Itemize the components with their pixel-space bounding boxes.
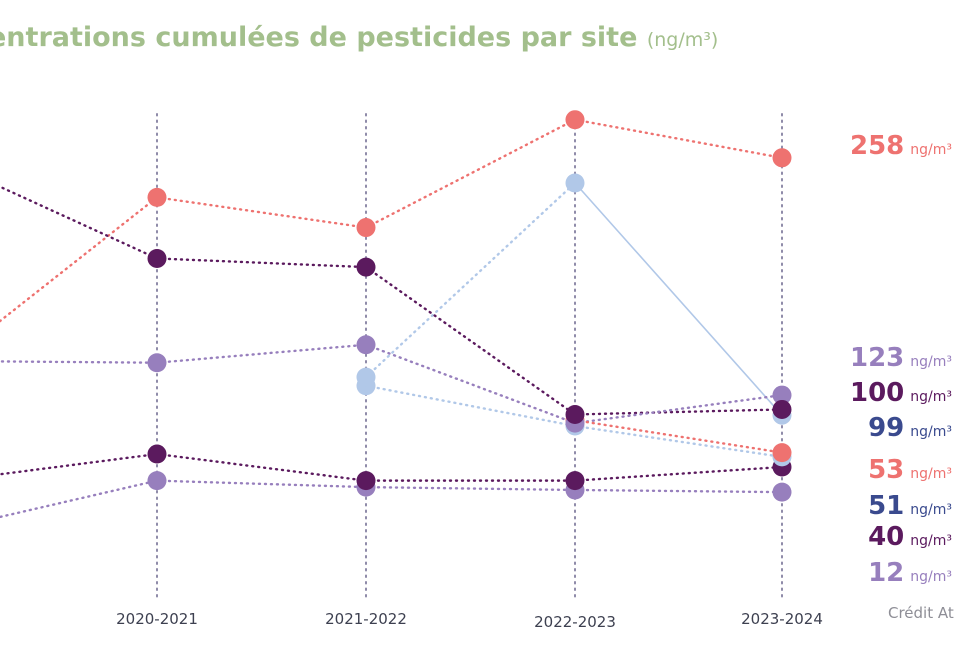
end-value-unit: ng/m³ xyxy=(910,424,952,440)
series-line xyxy=(364,265,577,416)
data-point xyxy=(356,471,376,491)
end-value-unit: ng/m³ xyxy=(910,466,952,482)
series-line xyxy=(364,118,577,229)
series-line xyxy=(364,181,577,379)
data-point xyxy=(772,385,792,405)
data-point xyxy=(772,482,792,502)
series-line xyxy=(573,424,784,459)
data-point xyxy=(565,173,585,193)
series-line xyxy=(0,185,159,260)
end-value-label: 51 ng/m³ xyxy=(868,493,952,519)
x-tick-label: 2021-2022 xyxy=(325,610,407,628)
series-line xyxy=(573,393,784,425)
data-point xyxy=(147,248,167,268)
x-tick-label: 2022-2023 xyxy=(534,613,616,631)
end-value-unit: ng/m³ xyxy=(910,142,952,158)
chart-title: entrations cumulées de pesticides par si… xyxy=(0,22,718,53)
end-value-label: 53 ng/m³ xyxy=(868,457,952,483)
series-line xyxy=(574,182,783,417)
data-point xyxy=(356,335,376,355)
series-line xyxy=(573,465,784,482)
x-tick-label: 2023-2024 xyxy=(741,610,823,628)
series-line xyxy=(0,196,159,323)
data-point xyxy=(772,443,792,463)
end-value-unit: ng/m³ xyxy=(910,354,952,370)
x-tick-label: 2020-2021 xyxy=(116,610,198,628)
end-value-unit: ng/m³ xyxy=(910,502,952,518)
end-value-label: 123 ng/m³ xyxy=(850,345,952,371)
data-point xyxy=(356,257,376,277)
end-value-number: 40 xyxy=(868,522,905,552)
series-line xyxy=(155,452,368,482)
end-value-label: 99 ng/m³ xyxy=(868,415,952,441)
data-point xyxy=(147,444,167,464)
end-value-label: 40 ng/m³ xyxy=(868,524,952,550)
data-point xyxy=(772,148,792,168)
series-line xyxy=(364,485,577,492)
data-point xyxy=(147,187,167,207)
credit-text: Crédit At xyxy=(888,604,954,622)
data-point xyxy=(356,218,376,238)
end-value-label: 12 ng/m³ xyxy=(868,560,952,586)
end-value-number: 53 xyxy=(868,455,905,485)
series-line xyxy=(155,479,368,489)
data-point xyxy=(772,399,792,419)
end-value-label: 100 ng/m³ xyxy=(850,380,952,406)
series-line xyxy=(364,384,577,428)
end-value-number: 100 xyxy=(849,378,905,408)
series-line xyxy=(0,479,159,519)
series-line xyxy=(0,452,159,476)
end-value-number: 12 xyxy=(868,558,905,588)
data-point xyxy=(565,404,585,424)
end-value-number: 51 xyxy=(868,491,905,521)
series-line xyxy=(573,408,784,416)
series-line xyxy=(364,343,577,425)
end-value-number: 123 xyxy=(849,343,905,373)
end-value-number: 99 xyxy=(868,413,905,443)
end-value-number: 258 xyxy=(849,131,905,161)
data-point xyxy=(565,110,585,130)
end-value-unit: ng/m³ xyxy=(910,389,952,405)
data-point xyxy=(147,353,167,373)
end-value-unit: ng/m³ xyxy=(910,569,952,585)
data-point xyxy=(565,471,585,491)
series-line xyxy=(155,257,368,269)
series-line xyxy=(0,360,159,364)
chart-title-text: entrations cumulées de pesticides par si… xyxy=(0,22,638,53)
series-line xyxy=(573,118,784,160)
data-point xyxy=(356,367,376,387)
series-line xyxy=(155,343,368,364)
end-value-unit: ng/m³ xyxy=(910,533,952,549)
series-line xyxy=(155,196,368,229)
series-line xyxy=(573,419,784,454)
series-line xyxy=(573,488,784,494)
chart-title-unit: (ng/m³) xyxy=(646,29,719,51)
data-point xyxy=(147,471,167,491)
end-value-label: 258 ng/m³ xyxy=(850,133,952,159)
